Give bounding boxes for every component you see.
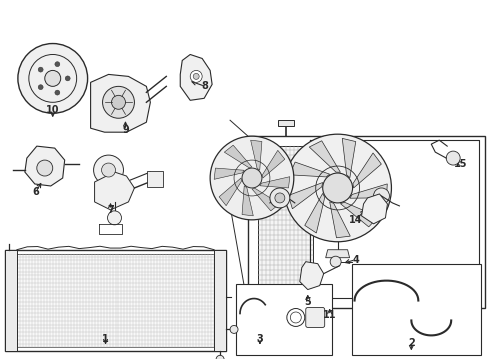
Polygon shape [290,162,330,177]
Circle shape [102,86,134,118]
Polygon shape [305,193,325,233]
Bar [248,136,485,307]
Polygon shape [263,150,285,178]
Circle shape [94,155,123,185]
Circle shape [55,62,60,67]
FancyBboxPatch shape [147,171,163,187]
Bar [5,250,226,351]
Circle shape [330,256,341,267]
Circle shape [323,173,353,203]
Polygon shape [25,146,65,186]
Polygon shape [242,186,253,216]
Circle shape [242,168,262,188]
Polygon shape [350,184,387,198]
Polygon shape [91,75,150,132]
Bar [352,264,481,355]
Text: 12: 12 [235,155,249,165]
Bar [278,120,294,126]
Text: 7: 7 [107,205,114,215]
Circle shape [193,73,199,80]
Circle shape [38,85,43,90]
Circle shape [18,44,88,113]
Circle shape [373,188,390,204]
Polygon shape [251,140,262,170]
Polygon shape [180,54,212,100]
Polygon shape [330,202,350,238]
Text: 8: 8 [202,81,209,91]
Circle shape [37,160,53,176]
Bar [258,146,313,300]
Text: 15: 15 [454,159,468,169]
Circle shape [446,151,460,165]
Bar [236,284,332,355]
Polygon shape [342,138,356,178]
Circle shape [55,90,60,95]
Polygon shape [260,177,290,188]
Text: 11: 11 [323,310,337,320]
Polygon shape [300,262,324,289]
Polygon shape [341,202,378,227]
Text: 10: 10 [46,105,59,115]
Circle shape [38,67,43,72]
Polygon shape [252,189,280,211]
Text: 3: 3 [257,334,263,345]
Polygon shape [95,172,134,210]
Text: 1: 1 [102,334,109,345]
Circle shape [275,193,285,203]
Polygon shape [224,145,252,167]
Text: 5: 5 [304,297,311,306]
FancyBboxPatch shape [306,307,325,328]
Circle shape [101,163,116,177]
Circle shape [270,188,290,208]
Text: 14: 14 [349,215,362,225]
Circle shape [190,71,202,82]
Bar [214,250,226,351]
Text: 4: 4 [352,255,359,265]
Polygon shape [326,250,349,258]
Circle shape [45,71,61,86]
Text: 13: 13 [261,201,275,211]
Polygon shape [289,183,322,209]
Text: 6: 6 [32,187,39,197]
Circle shape [112,95,125,109]
Circle shape [216,355,224,360]
Polygon shape [309,141,341,172]
Circle shape [210,136,294,220]
Polygon shape [362,194,388,224]
Bar [17,254,216,347]
Polygon shape [214,168,244,179]
Circle shape [284,134,392,242]
Text: 2: 2 [408,338,415,348]
Circle shape [107,211,122,225]
Text: 9: 9 [122,125,129,135]
Bar [5,250,17,351]
Polygon shape [353,153,381,188]
Circle shape [65,76,70,81]
Circle shape [230,325,238,333]
Polygon shape [219,178,242,206]
